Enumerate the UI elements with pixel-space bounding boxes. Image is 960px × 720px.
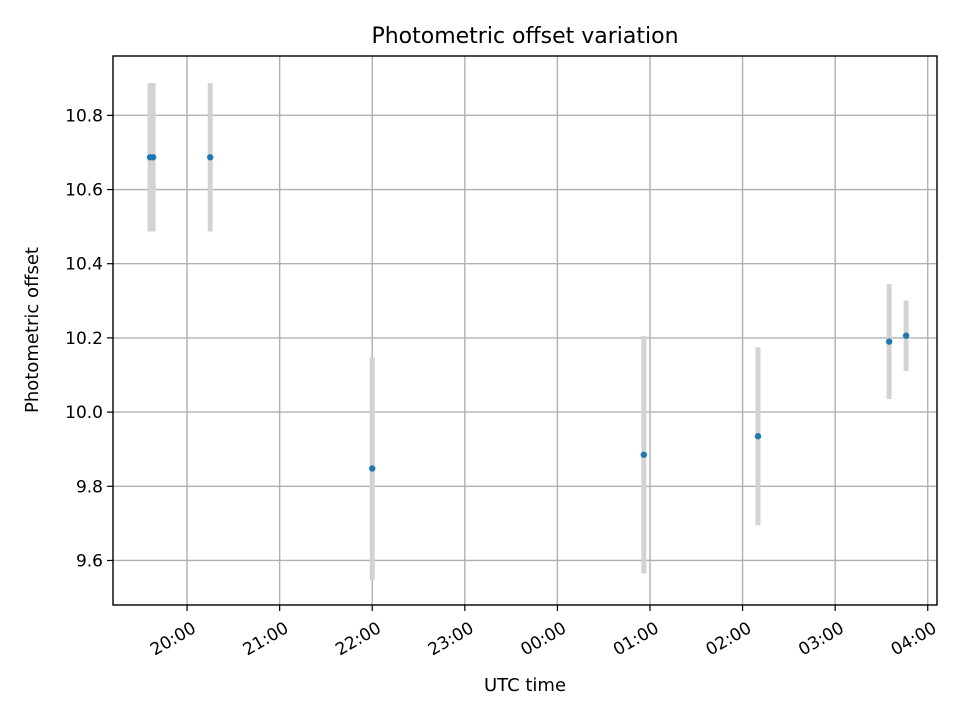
grid-layer — [113, 56, 937, 605]
data-point — [885, 338, 893, 345]
y-axis-label: Photometric offset — [22, 247, 43, 413]
data-point — [149, 154, 157, 161]
y-tick-label: 10.8 — [65, 106, 103, 126]
y-tick-label: 9.8 — [76, 477, 103, 497]
point-layer — [146, 154, 910, 472]
y-tick-label: 10.6 — [65, 181, 103, 201]
data-point — [640, 451, 648, 458]
y-tick-label: 10.2 — [65, 329, 103, 349]
chart-title: Photometric offset variation — [371, 24, 678, 49]
y-tick-label: 9.6 — [76, 551, 103, 571]
x-axis-label: UTC time — [484, 675, 566, 696]
data-point — [902, 332, 910, 339]
data-point — [369, 465, 376, 472]
plot-frame — [112, 55, 938, 606]
data-point — [207, 154, 214, 161]
y-tick-label: 10.4 — [65, 255, 103, 275]
data-point — [754, 433, 762, 440]
y-tick-label: 10.0 — [65, 403, 103, 423]
